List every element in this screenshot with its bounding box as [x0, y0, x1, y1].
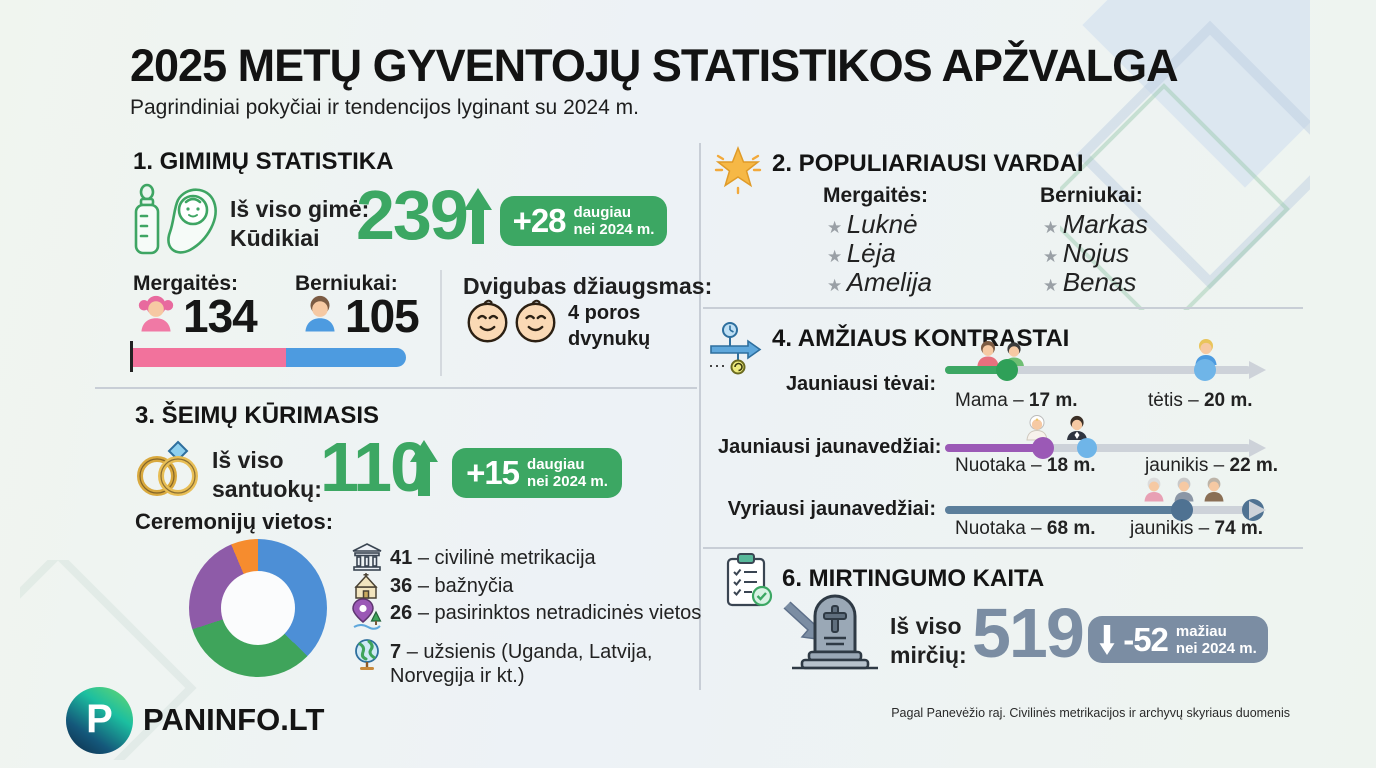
twins-title: Dvigubas džiaugsmas:: [463, 273, 713, 299]
church-icon: [352, 572, 380, 600]
wedding-rings-icon: [131, 434, 205, 502]
twin-babies-icon: [465, 297, 561, 345]
marriages-title: 3. ŠEIMŲ KŪRIMASIS: [135, 402, 380, 429]
marriages-total-label: Iš viso santuokų:: [212, 447, 322, 502]
paninfo-logo: P: [66, 687, 133, 754]
page-title: 2025 METŲ GYVENTOJŲ STATISTIKOS APŽVALGA: [130, 40, 1179, 91]
boys-name-item: ★ Benas: [1043, 267, 1137, 297]
ages-left-value: Nuotaka – 18 m.: [955, 455, 1096, 476]
legend-item: 26 – pasirinktos netradicinės vietos: [390, 602, 702, 624]
names-boys-label: Berniukai:: [1040, 184, 1143, 207]
up-arrow-icon: [464, 188, 492, 244]
up-arrow-icon: [410, 440, 438, 496]
brand-name: PANINFO.LT: [143, 702, 325, 737]
births-total: 239: [356, 176, 469, 254]
slider-dot-elder-bride: [1171, 499, 1193, 521]
names-ages-divider: [703, 307, 1303, 309]
boy-icon: [297, 292, 343, 340]
boys-value: 105: [345, 290, 420, 342]
boys-name-item: ★ Markas: [1043, 209, 1148, 239]
location-pin-icon: [352, 598, 382, 630]
boys-name-item: ★ Nojus: [1043, 238, 1130, 268]
names-girls-label: Mergaitės:: [823, 184, 929, 207]
twins-text: 4 poros dvynukų: [568, 302, 651, 350]
girls-label: Mergaitės:: [133, 272, 239, 295]
slider-dot-groom: [1077, 438, 1097, 458]
star-icon: [712, 144, 764, 196]
births-marriages-divider: [95, 387, 697, 389]
legend-item: 36 – bažnyčia: [390, 575, 514, 597]
star-bullet-icon: ★: [1043, 247, 1059, 266]
venues-label: Ceremonijų vietos:: [135, 509, 334, 534]
slider-dot-bride: [1032, 437, 1054, 459]
data-source-note: Pagal Panevėžio raj. Civilinės metrikaci…: [891, 706, 1290, 720]
star-bullet-icon: ★: [827, 276, 843, 295]
births-title: 1. GIMIMŲ STATISTIKA: [133, 148, 394, 175]
mortality-total-label: Iš viso mirčių:: [890, 613, 967, 668]
marriages-badge: +15 daugiau nei 2024 m.: [452, 448, 622, 498]
mortality-total: 519: [972, 594, 1085, 672]
gender-bar-girls-segment: [133, 348, 287, 367]
ages-left-value: Mama – 17 m.: [955, 390, 1078, 411]
slider-dot-father: [1194, 359, 1216, 381]
ages-row-label: Jauniausi tėvai:: [785, 373, 936, 395]
timeline-clock-icon: [708, 320, 766, 378]
column-divider: [699, 143, 701, 690]
groom-icon: [1062, 414, 1092, 446]
page-subtitle: Pagrindiniai pokyčiai ir tendencijos lyg…: [130, 96, 639, 119]
ages-left-value: Nuotaka – 68 m.: [955, 518, 1096, 539]
tombstone-icon: [788, 582, 882, 672]
gender-bar-tick: [130, 341, 133, 372]
ages-mortality-divider: [703, 547, 1303, 549]
baby-bottle-icon: [130, 178, 222, 258]
girls-name-item: ★ Luknė: [827, 209, 918, 239]
births-total-label: Iš viso gimė: Kūdikiai: [230, 196, 370, 251]
boys-label: Berniukai:: [295, 272, 398, 295]
ages-row-label: Jauniausi jaunavedžiai:: [718, 436, 942, 458]
girls-name-item: ★ Lėja: [827, 238, 896, 268]
mortality-title: 6. MIRTINGUMO KAITA: [782, 565, 1045, 592]
ages-slider-parents: [945, 359, 1266, 381]
ages-right-value: tėtis – 20 m.: [1148, 390, 1253, 411]
star-bullet-icon: ★: [1043, 276, 1059, 295]
down-arrow-icon: [1099, 624, 1115, 655]
civil-registry-icon: [352, 543, 382, 571]
twins-divider: [440, 270, 442, 376]
legend-item: 41 – civilinė metrikacija: [390, 547, 596, 569]
girl-icon: [133, 292, 179, 340]
clipboard-checklist-icon: [722, 552, 774, 610]
ages-right-value: jaunikis – 74 m.: [1130, 518, 1264, 539]
girls-name-item: ★ Amelija: [827, 267, 932, 297]
star-bullet-icon: ★: [827, 218, 843, 237]
legend-item: 7 – užsienis (Uganda, Latvija, Norvegija…: [390, 641, 653, 687]
header: 2025 METŲ GYVENTOJŲ STATISTIKOS APŽVALGA…: [130, 40, 1179, 120]
births-badge: +28 daugiau nei 2024 m.: [500, 196, 667, 246]
star-bullet-icon: ★: [1043, 218, 1059, 237]
logo-letter: P: [86, 697, 113, 741]
mortality-badge: -52 mažiau nei 2024 m.: [1088, 616, 1268, 663]
gender-ratio-bar: [133, 348, 406, 367]
star-bullet-icon: ★: [827, 247, 843, 266]
venues-donut-chart: [189, 539, 327, 677]
ages-right-value: jaunikis – 22 m.: [1145, 455, 1279, 476]
names-title: 2. POPULIARIAUSI VARDAI: [772, 150, 1084, 177]
globe-icon: [352, 638, 382, 672]
ages-slider-young-newlyweds: [945, 437, 1266, 459]
girls-value: 134: [183, 290, 258, 342]
ages-slider-oldest-newlyweds: [945, 499, 1266, 521]
ages-row-label: Vyriausi jaunavedžiai:: [727, 498, 936, 520]
slider-dot-mother: [996, 359, 1018, 381]
marriages-total: 110: [320, 428, 429, 506]
